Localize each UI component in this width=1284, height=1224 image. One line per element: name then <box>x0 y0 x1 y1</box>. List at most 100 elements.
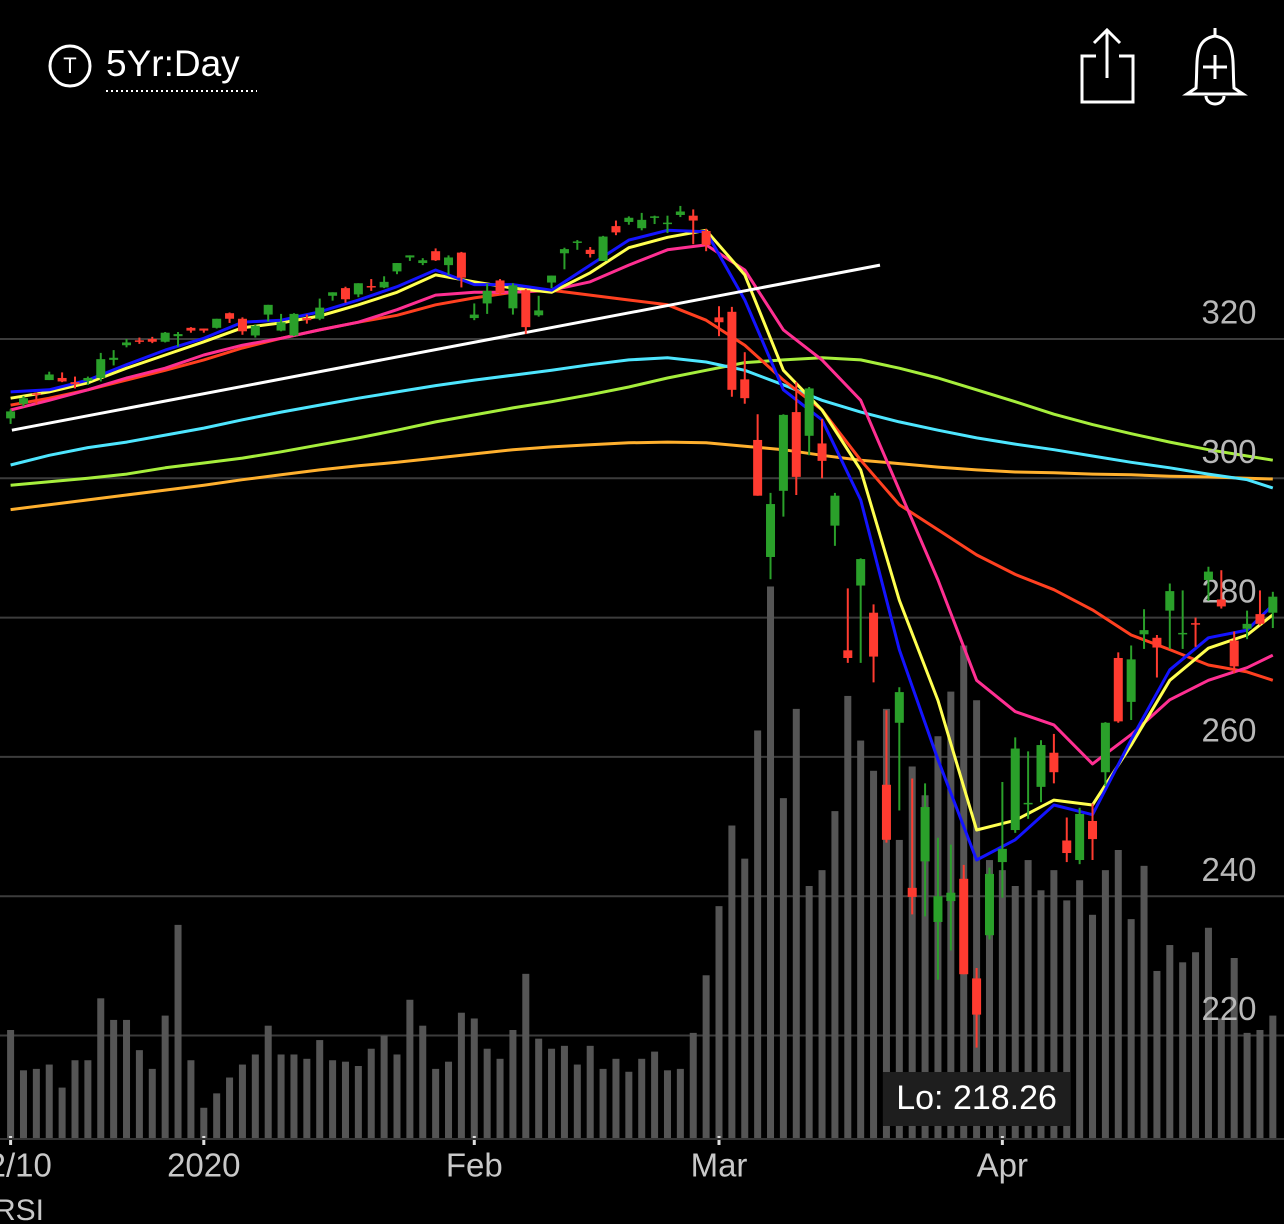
candle-body <box>843 650 853 658</box>
candle-body <box>263 304 273 315</box>
candle-body <box>637 219 647 229</box>
moving-average-line <box>10 440 1273 512</box>
candle-body <box>456 252 466 278</box>
volume-bar <box>213 1093 221 1138</box>
volume-bar <box>1011 886 1019 1138</box>
candle-body <box>379 281 389 288</box>
volume-bar <box>1256 1030 1264 1138</box>
candle-body <box>572 241 582 243</box>
volume-bar <box>1076 880 1084 1138</box>
share-box <box>1080 54 1135 104</box>
candle-body <box>881 784 891 840</box>
moving-average-line <box>10 356 1274 487</box>
volume-bar <box>200 1107 208 1138</box>
candle-body <box>753 439 763 496</box>
candle-body <box>959 878 969 975</box>
candle-body <box>6 411 16 419</box>
share-button[interactable] <box>1080 27 1135 104</box>
volume-bar <box>599 1068 607 1138</box>
ticker-letter: T <box>63 53 76 78</box>
candle-body <box>1242 623 1252 629</box>
candle-body <box>559 249 569 254</box>
candle-body <box>1049 752 1059 773</box>
volume-bar <box>1024 860 1032 1138</box>
volume-bar <box>612 1058 620 1138</box>
volume-bar <box>45 1064 53 1138</box>
candle-body <box>392 263 402 272</box>
volume-bar <box>779 798 787 1138</box>
volume-bar <box>19 1070 27 1138</box>
volume-bar <box>496 1058 504 1138</box>
volume-bar <box>1127 919 1135 1138</box>
volume-bar <box>689 1032 697 1138</box>
alert-button[interactable] <box>1182 28 1248 106</box>
volume-bar <box>329 1060 337 1138</box>
volume-bar <box>535 1038 543 1138</box>
volume-bar <box>638 1058 646 1138</box>
candle-body <box>495 280 505 293</box>
bell-plus <box>1203 55 1227 79</box>
volume-bar <box>676 1068 684 1138</box>
trendline <box>11 263 881 432</box>
candle-body <box>482 290 492 304</box>
volume-bar <box>728 825 736 1138</box>
volume-bar <box>84 1060 92 1138</box>
candle-body <box>225 313 235 319</box>
candle-body <box>662 222 672 225</box>
ticker-icon[interactable] <box>48 44 92 88</box>
low-label-box <box>883 1072 1070 1126</box>
range-selector[interactable]: T 5Yr:Day <box>48 43 257 92</box>
candle-body <box>147 338 157 342</box>
candle-body <box>250 325 260 336</box>
candle-body <box>186 327 196 331</box>
candle-body <box>276 322 286 331</box>
candle-body <box>1165 591 1175 611</box>
volume-bar <box>882 708 890 1138</box>
volume-bar <box>1140 865 1148 1138</box>
candle-body <box>1216 599 1226 607</box>
range-label[interactable]: 5Yr:Day <box>106 43 240 84</box>
volume-bar <box>251 1054 259 1138</box>
volume-bar <box>1050 870 1058 1138</box>
volume-bar <box>1114 850 1122 1138</box>
volume-bar <box>187 1060 195 1138</box>
volume-bar <box>663 1070 671 1138</box>
candle-body <box>804 388 814 436</box>
candle-body <box>1088 820 1098 840</box>
candle-body <box>212 318 222 328</box>
moving-average-line <box>10 228 1274 832</box>
candle-body <box>405 255 415 258</box>
x-tick-label: Mar <box>691 1147 748 1184</box>
x-tick-label: 12/10 <box>0 1147 52 1184</box>
volume-bar <box>1089 914 1097 1138</box>
volume-bar <box>857 740 865 1138</box>
candle-body <box>431 251 441 261</box>
volume-bar <box>71 1060 79 1138</box>
volume-bar <box>1153 970 1161 1138</box>
candle-body <box>1191 623 1201 625</box>
volume-bar <box>1192 952 1200 1138</box>
candle-body <box>547 275 557 283</box>
candle-body <box>817 443 827 461</box>
volume-bar <box>805 886 813 1138</box>
volume-bar <box>148 1068 156 1138</box>
volume-bar <box>1037 890 1045 1138</box>
candle-body <box>1255 614 1265 624</box>
candle-body <box>740 379 750 399</box>
candle-body <box>508 285 518 309</box>
volume-bar <box>573 1064 581 1138</box>
candle-body <box>1203 571 1213 580</box>
candle-body <box>109 357 119 360</box>
candle-body <box>1062 840 1072 854</box>
candle-body <box>302 318 312 321</box>
x-tick-label: Feb <box>446 1147 503 1184</box>
candle-body <box>353 283 363 295</box>
candle-body <box>650 216 660 218</box>
volume-bar <box>277 1054 285 1138</box>
candle-body <box>1023 802 1033 805</box>
volume-bar <box>715 906 723 1138</box>
candle-body <box>1178 632 1188 635</box>
volume-bar <box>767 586 775 1138</box>
volume-bar <box>1179 962 1187 1138</box>
